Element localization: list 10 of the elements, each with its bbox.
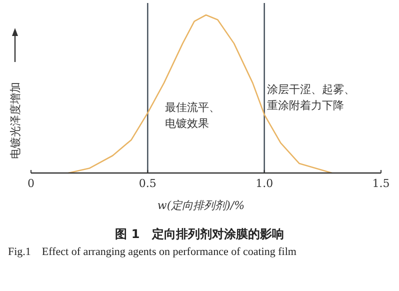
annotation: 最佳流平、电镀效果	[165, 101, 220, 130]
x-tick-label: 0.5	[138, 177, 156, 190]
x-tick-label: 0	[28, 177, 34, 190]
annotation: 涂层干涩、起雾、重涂附着力下降	[267, 83, 355, 112]
x-tick-label: 1.0	[256, 177, 274, 190]
text: Fig.1 Effect of arranging agents on performance of coating film	[8, 245, 298, 260]
x-axis-title: w(定向排列剂)/%	[157, 199, 245, 212]
x-tick-label: 1.5	[372, 177, 390, 190]
text: 图 1 定向排列剂对涂膜的影响	[114, 226, 285, 243]
y-axis-title: 电镀光泽度增加	[9, 82, 22, 159]
